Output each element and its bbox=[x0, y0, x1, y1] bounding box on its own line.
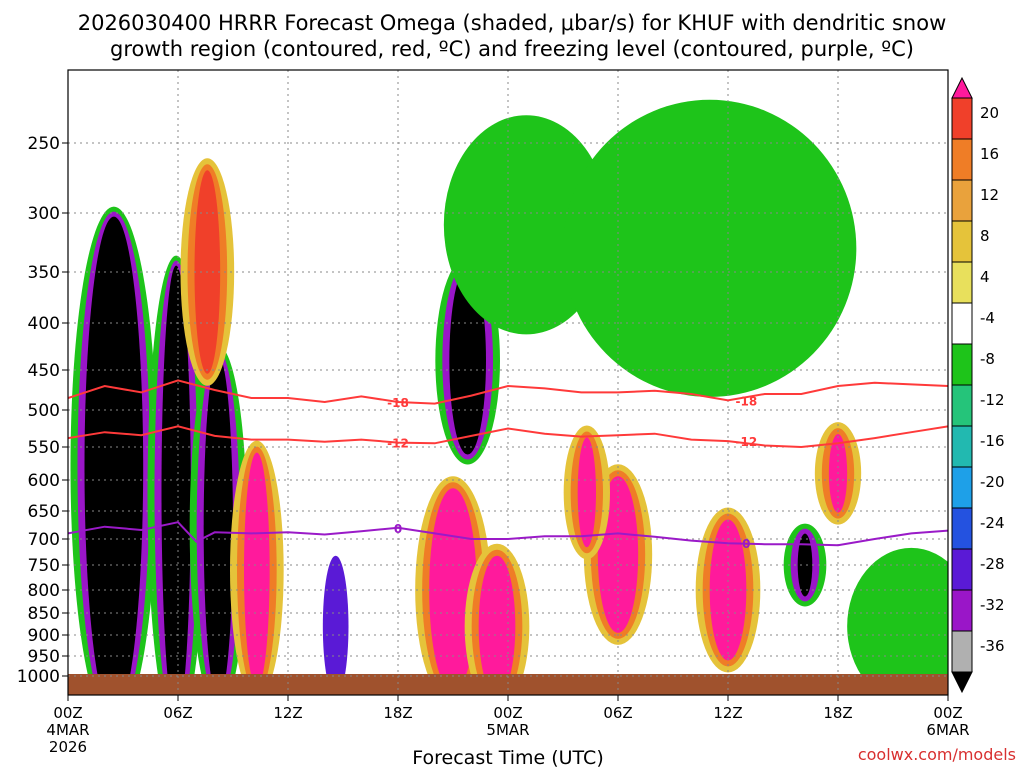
x-tick-label: 18Z bbox=[383, 704, 412, 722]
colorbar-label: -36 bbox=[980, 637, 1005, 655]
colorbar-label: -24 bbox=[980, 514, 1005, 532]
contour-line bbox=[68, 425, 948, 449]
y-tick-label: 650 bbox=[28, 502, 60, 522]
y-tick-label: 500 bbox=[28, 401, 60, 421]
y-tick-label: 900 bbox=[28, 626, 60, 646]
colorbar-segment bbox=[951, 179, 973, 222]
y-tick-label: 850 bbox=[28, 604, 60, 624]
x-tick-date-label: 6MAR bbox=[926, 721, 969, 739]
colorbar-segment bbox=[951, 425, 973, 468]
colorbar-segment bbox=[951, 589, 973, 632]
contour-label: -12 bbox=[735, 435, 757, 449]
omega-cell bbox=[563, 99, 857, 398]
x-tick-label: 00Z bbox=[53, 704, 82, 722]
colorbar-segment bbox=[951, 630, 973, 673]
contour-label: -12 bbox=[387, 437, 409, 451]
chart-title-line2: growth region (contoured, red, ºC) and f… bbox=[110, 37, 914, 61]
colorbar-top-arrow bbox=[951, 76, 973, 99]
contour-label: 0 bbox=[394, 522, 402, 536]
colorbar-segment bbox=[951, 507, 973, 550]
contour-line bbox=[68, 521, 948, 547]
omega-cell bbox=[322, 555, 349, 695]
colorbar-segment bbox=[951, 97, 973, 140]
y-tick-label: 1000 bbox=[17, 667, 60, 687]
colorbar-segment bbox=[951, 343, 973, 386]
y-tick-label: 400 bbox=[28, 314, 60, 334]
colorbar-label: -12 bbox=[980, 391, 1005, 409]
colorbar-label: -28 bbox=[980, 555, 1005, 573]
y-tick-label: 600 bbox=[28, 471, 60, 491]
x-tick-year-label: 2026 bbox=[49, 738, 87, 756]
omega-cell bbox=[797, 533, 813, 597]
x-tick-date-label: 4MAR bbox=[46, 721, 89, 739]
colorbar-label: 20 bbox=[980, 104, 999, 122]
x-tick-label: 12Z bbox=[273, 704, 302, 722]
colorbar: 20 16 12 8 4 -4 -8 -12 -16 -20 -24 -28 -32 -36 bbox=[951, 76, 1005, 694]
colorbar-label: -20 bbox=[980, 473, 1005, 491]
y-tick-label: 700 bbox=[28, 530, 60, 550]
omega-cell bbox=[84, 216, 144, 695]
x-tick-label: 18Z bbox=[823, 704, 852, 722]
colorbar-label: -32 bbox=[980, 596, 1005, 614]
colorbar-bottom-arrow bbox=[951, 671, 973, 694]
colorbar-label: 16 bbox=[980, 145, 999, 163]
omega-cell bbox=[478, 555, 516, 695]
x-tick-label: 06Z bbox=[163, 704, 192, 722]
omega-cell bbox=[577, 437, 596, 548]
omega-cell bbox=[449, 266, 486, 455]
colorbar-label: 8 bbox=[980, 227, 990, 245]
x-tick-label: 00Z bbox=[933, 704, 962, 722]
omega-shading bbox=[70, 99, 948, 695]
x-tick-label: 12Z bbox=[713, 704, 742, 722]
watermark: coolwx.com/models bbox=[858, 745, 1016, 764]
colorbar-segment bbox=[951, 302, 973, 345]
y-axis-ticks: 2503003504004505005506006507007508008509… bbox=[17, 134, 68, 687]
contour-line bbox=[68, 379, 948, 405]
colorbar-segment bbox=[951, 138, 973, 181]
chart-title-line1: 2026030400 HRRR Forecast Omega (shaded, … bbox=[78, 11, 947, 35]
colorbar-label: 12 bbox=[980, 186, 999, 204]
x-tick-date-label: 5MAR bbox=[486, 721, 529, 739]
omega-cell bbox=[244, 452, 270, 688]
contour-label: -18 bbox=[387, 396, 409, 410]
y-tick-label: 450 bbox=[28, 361, 60, 381]
colorbar-label: -16 bbox=[980, 432, 1005, 450]
colorbar-segment bbox=[951, 261, 973, 304]
omega-cell bbox=[847, 547, 948, 695]
x-tick-label: 00Z bbox=[493, 704, 522, 722]
y-tick-label: 950 bbox=[28, 647, 60, 667]
contour-label: -18 bbox=[735, 394, 757, 408]
y-tick-label: 350 bbox=[28, 263, 60, 283]
colorbar-label: -4 bbox=[980, 309, 995, 327]
contour-label: 0 bbox=[742, 537, 750, 551]
temperature-contours: -18 -18 -12 -12 0 0 bbox=[68, 379, 948, 551]
colorbar-segment bbox=[951, 384, 973, 427]
colorbar-label: -8 bbox=[980, 350, 995, 368]
colorbar-label: 4 bbox=[980, 268, 990, 286]
y-tick-label: 550 bbox=[28, 438, 60, 458]
colorbar-segment bbox=[951, 220, 973, 263]
y-tick-label: 800 bbox=[28, 581, 60, 601]
y-tick-label: 300 bbox=[28, 204, 60, 224]
x-axis-label: Forecast Time (UTC) bbox=[412, 747, 603, 768]
grid-lines bbox=[67, 70, 949, 695]
y-tick-label: 250 bbox=[28, 134, 60, 154]
colorbar-segment bbox=[951, 466, 973, 509]
omega-cell bbox=[203, 355, 233, 695]
y-tick-label: 750 bbox=[28, 556, 60, 576]
x-tick-label: 06Z bbox=[603, 704, 632, 722]
colorbar-segment bbox=[951, 548, 973, 591]
